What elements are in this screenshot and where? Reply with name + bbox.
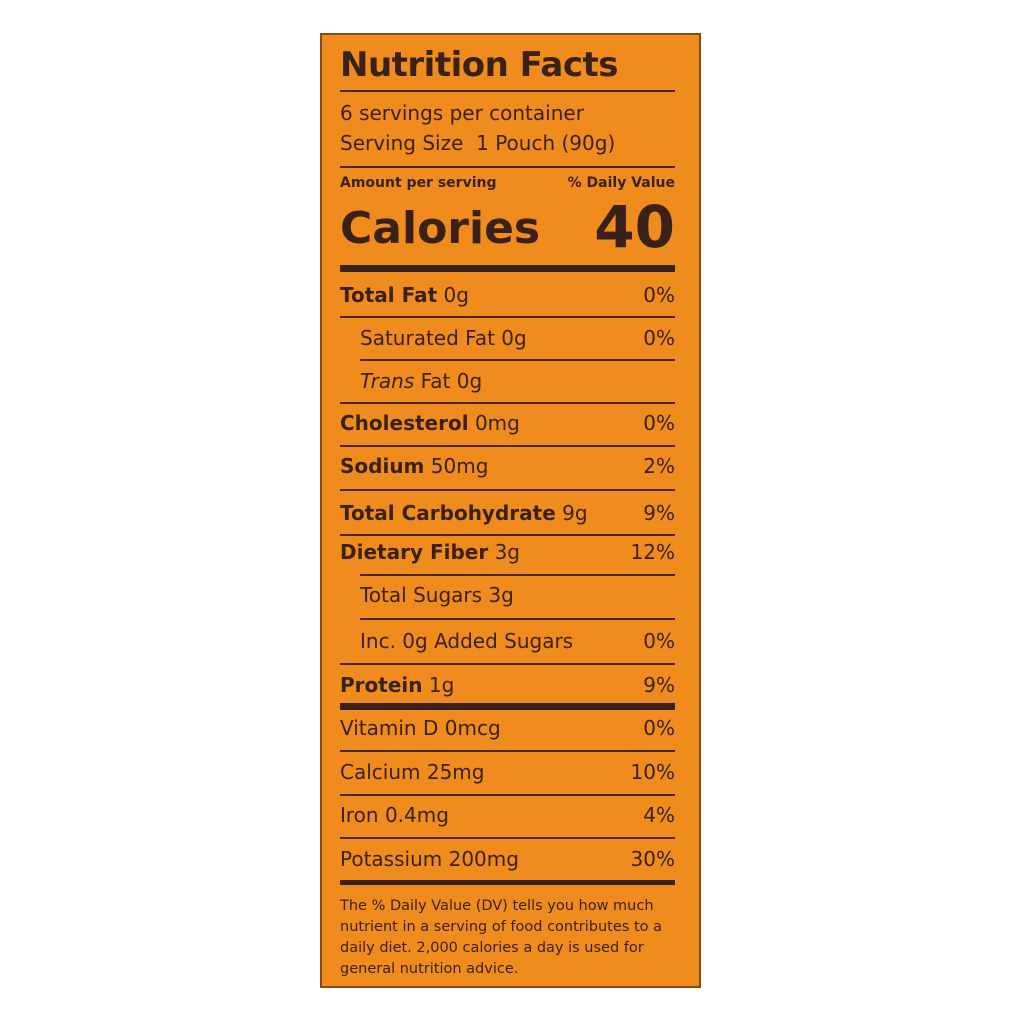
- serving-size-value: 1 Pouch (90g): [476, 131, 616, 155]
- nutrient-row-total-sugars: Total Sugars 3g: [360, 583, 514, 607]
- servings-per-container: 6 servings per container: [340, 101, 584, 125]
- calories-value: 40: [594, 193, 675, 261]
- nutrient-row-cholesterol: Cholesterol 0mg 0%: [340, 411, 675, 435]
- nutrient-row-dietary-fiber: Dietary Fiber 3g 12%: [340, 540, 675, 564]
- vitamin-row-vitamin-d: Vitamin D 0mcg 0%: [340, 716, 675, 740]
- nutrient-row-sodium: Sodium 50mg 2%: [340, 454, 675, 478]
- nutrient-row-total-fat: Total Fat 0g 0%: [340, 283, 675, 307]
- nutrition-facts-panel: Nutrition Facts 6 servings per container…: [320, 33, 701, 988]
- footnote: The % Daily Value (DV) tells you how muc…: [340, 898, 663, 977]
- nutrient-row-total-carbohydrate: Total Carbohydrate 9g 9%: [340, 501, 675, 525]
- title: Nutrition Facts: [340, 45, 618, 85]
- nutrient-row-protein: Protein 1g 9%: [340, 673, 675, 697]
- calories-label: Calories: [340, 203, 541, 254]
- vitamin-row-iron: Iron 0.4mg 4%: [340, 803, 675, 827]
- nutrient-row-trans-fat: Trans Fat 0g: [360, 369, 483, 393]
- nutrient-row-saturated-fat: Saturated Fat 0g 0%: [360, 326, 675, 350]
- amount-per-serving: Amount per serving: [340, 175, 497, 191]
- daily-value-header: % Daily Value: [567, 175, 675, 191]
- serving-size: Serving Size 1 Pouch (90g): [340, 131, 615, 155]
- vitamin-row-calcium: Calcium 25mg 10%: [340, 760, 675, 784]
- nutrient-row-added-sugars: Inc. 0g Added Sugars 0%: [360, 629, 675, 653]
- serving-size-label: Serving Size: [340, 131, 464, 155]
- vitamin-row-potassium: Potassium 200mg 30%: [340, 847, 675, 871]
